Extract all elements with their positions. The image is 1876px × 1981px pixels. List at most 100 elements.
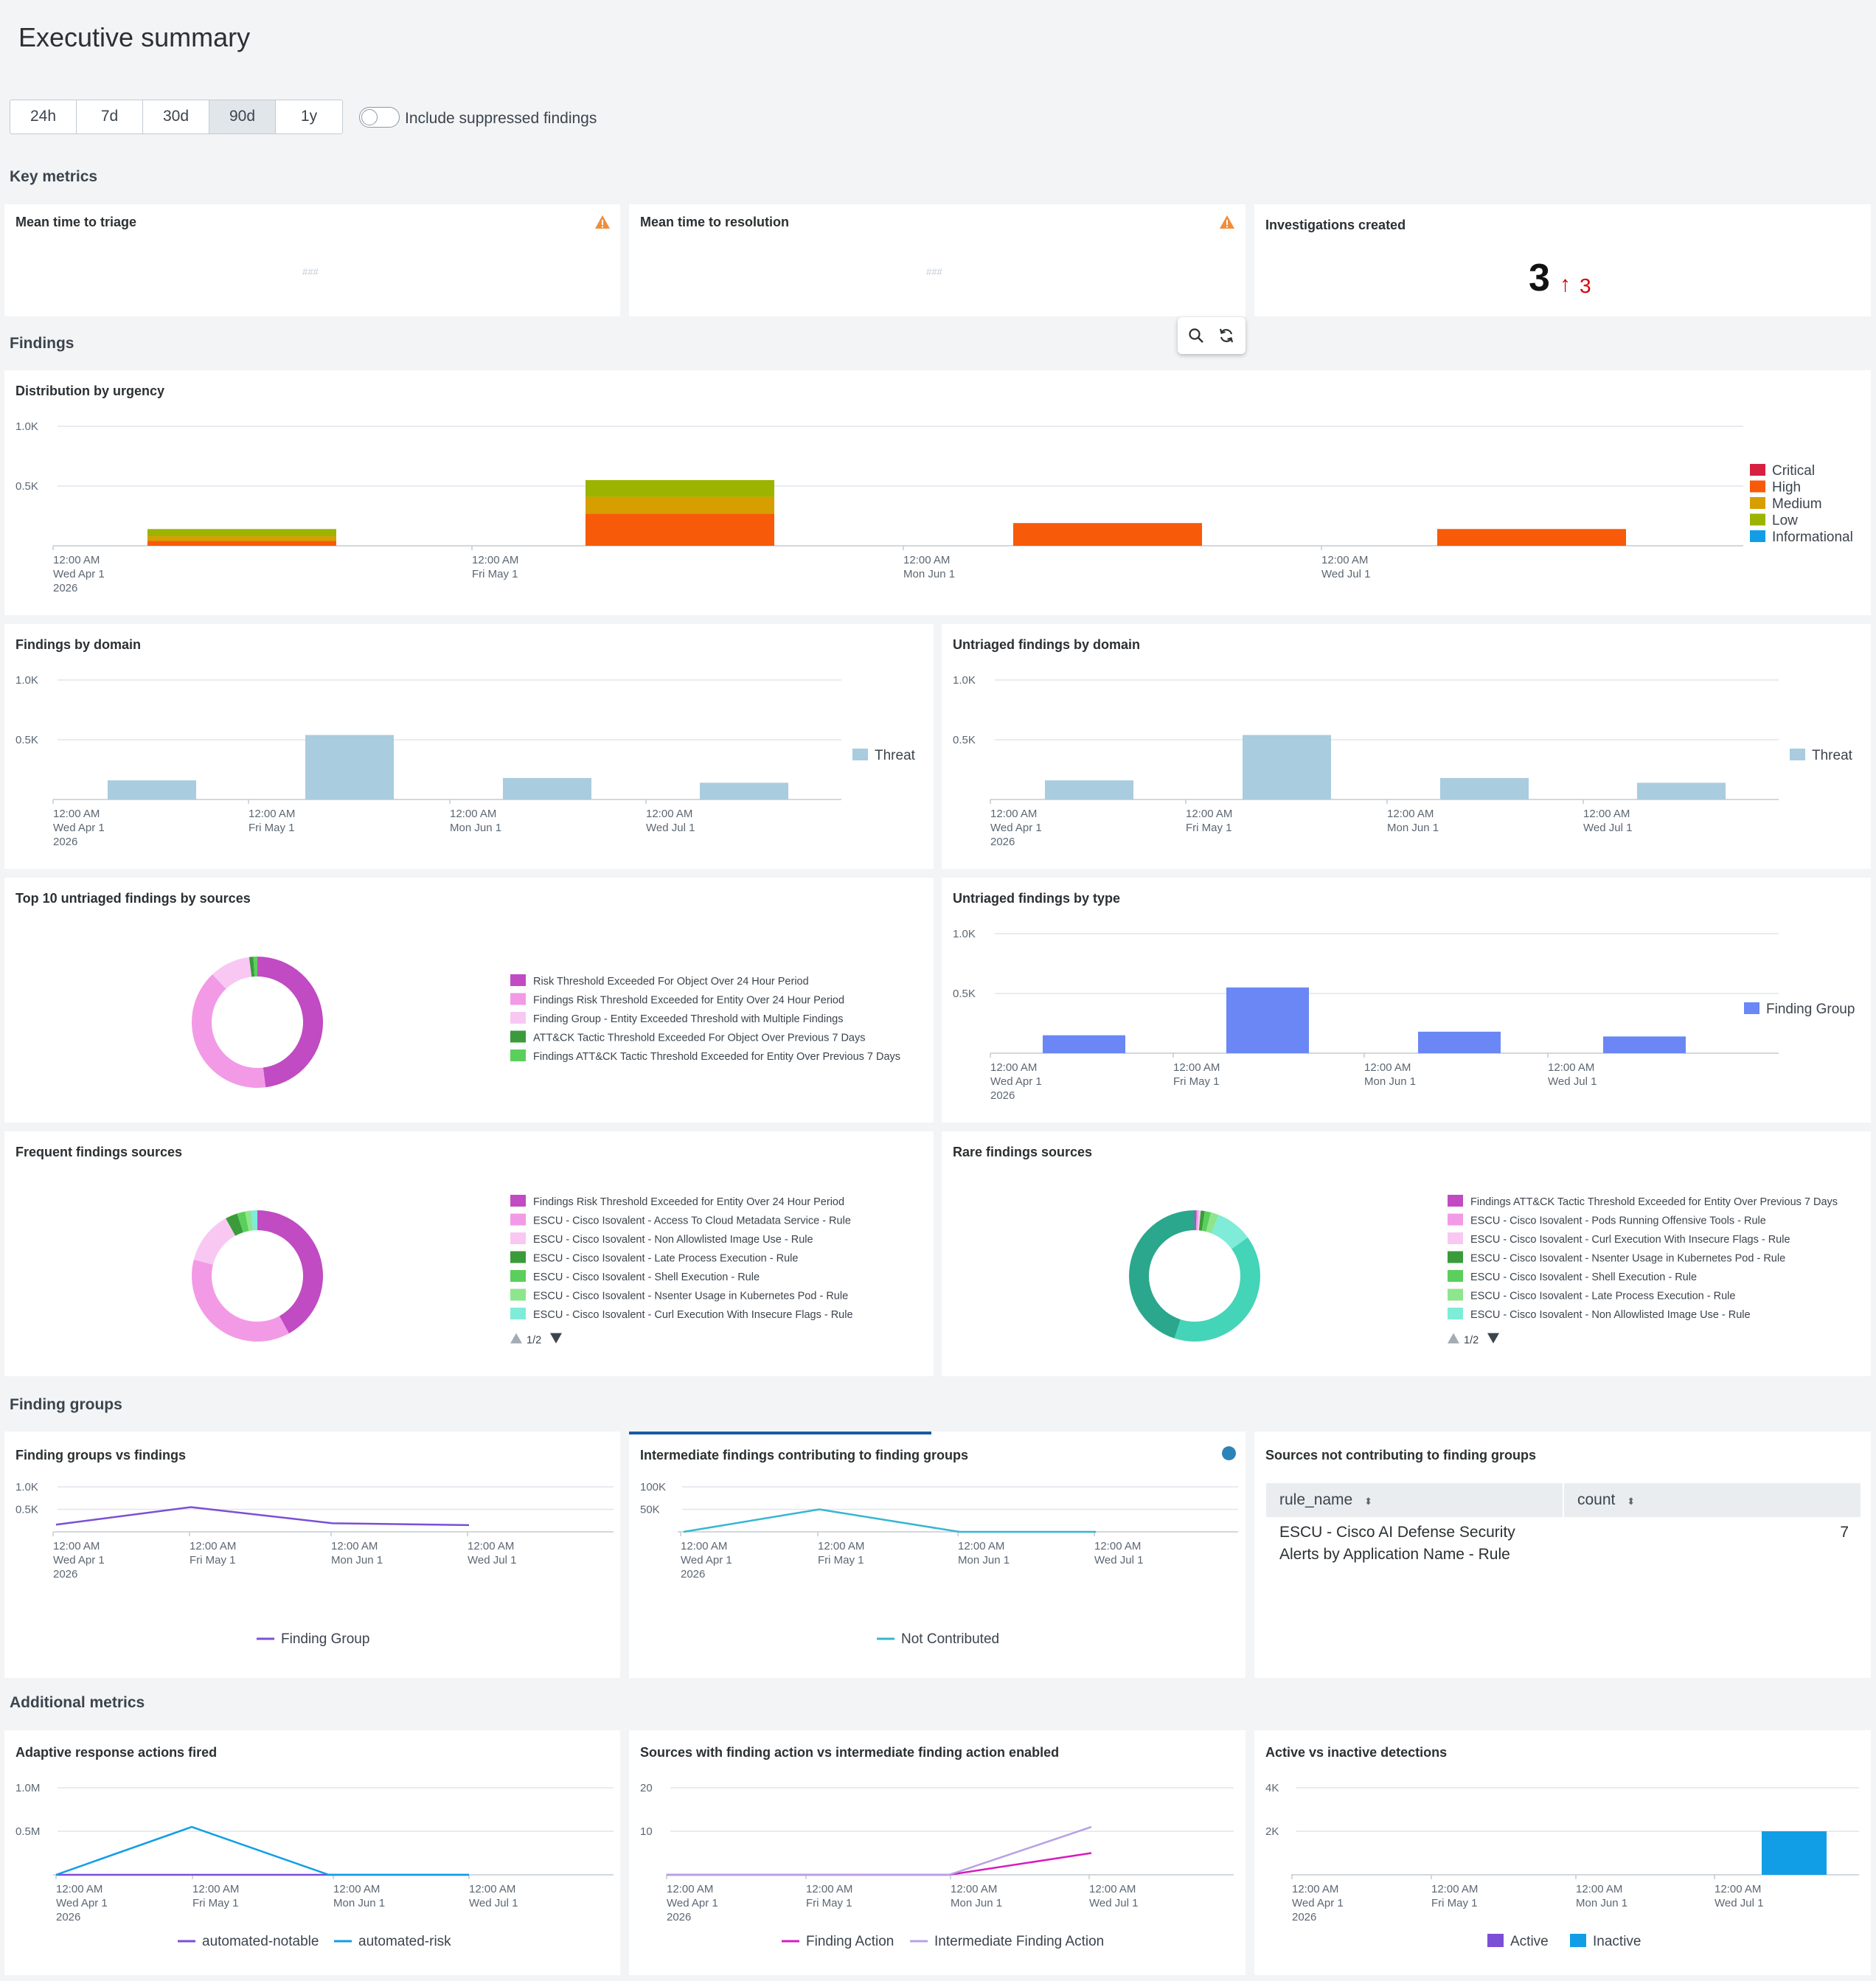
top10-sources-donut: Risk Threshold Exceeded For Object Over … (192, 957, 900, 1089)
range-24h-button[interactable]: 24h (10, 100, 77, 133)
legend-label: Low (1772, 513, 1798, 529)
pie-slice (212, 957, 252, 989)
investigations-delta: 3 (1580, 274, 1591, 297)
page-up-icon (1448, 1333, 1459, 1344)
x-tick-label: 12:00 AM (681, 1540, 727, 1552)
panel-adaptive-response-actions: Adaptive response actions fired 1.0M 0.5M… (4, 1730, 620, 1975)
table-row[interactable]: ESCU - Cisco AI Defense Security Alerts … (1266, 1524, 1861, 1571)
warning-icon[interactable] (594, 215, 611, 229)
sort-icon[interactable]: ⬍ (1627, 1496, 1636, 1507)
legend-label: ESCU - Cisco Isovalent - Nsenter Usage i… (1470, 1253, 1785, 1265)
legend-label: ESCU - Cisco Isovalent - Curl Execution … (533, 1309, 853, 1321)
panel-untriaged-findings-by-domain: Untriaged findings by domain 1.0K 0.5K 12:… (942, 624, 1871, 869)
legend-swatch (1448, 1213, 1463, 1226)
x-tick-label: Fri May 1 (818, 1554, 864, 1567)
x-tick-label: Wed Apr 1 (990, 822, 1042, 834)
x-tick-label: 12:00 AM (249, 808, 295, 820)
panel-top10-untriaged-by-sources: Top 10 untriaged findings by sources Ris… (4, 878, 934, 1123)
pie-slice (257, 1210, 324, 1333)
x-tick-label: 12:00 AM (806, 1883, 852, 1895)
panel-title: Findings by domain (15, 637, 141, 652)
y-tick-label: 1.0K (15, 1481, 38, 1493)
y-tick-label: 20 (640, 1782, 653, 1794)
x-tick-label: Wed Jul 1 (1089, 1897, 1138, 1909)
x-tick-label: Wed Jul 1 (1715, 1897, 1763, 1909)
bar (586, 479, 774, 497)
x-tick-label: Mon Jun 1 (903, 568, 955, 580)
legend-label: automated-notable (202, 1934, 319, 1949)
panel-sources-finding-action: Sources with finding action vs intermedi… (629, 1730, 1246, 1975)
panel-sources-not-contributing: Sources not contributing to finding grou… (1254, 1432, 1871, 1678)
search-icon[interactable] (1188, 327, 1204, 344)
sort-icon[interactable]: ⬍ (1364, 1496, 1372, 1507)
legend-label: ESCU - Cisco Isovalent - Shell Execution… (533, 1271, 760, 1283)
x-tick-label: Wed Jul 1 (469, 1897, 518, 1909)
panel-title: Finding groups vs findings (15, 1448, 186, 1463)
series-line (667, 1825, 1092, 1876)
range-90d-button[interactable]: 90d (209, 100, 276, 133)
legend-label: ESCU - Cisco Isovalent - Late Process Ex… (533, 1253, 798, 1265)
section-finding-groups: Finding groups (10, 1396, 122, 1413)
legend-swatch (852, 749, 868, 760)
x-tick-label: 12:00 AM (472, 554, 518, 566)
pie-slice (1201, 1211, 1212, 1232)
x-tick-label: 2026 (1292, 1911, 1316, 1923)
x-tick-label: Fri May 1 (1173, 1075, 1220, 1088)
y-tick-label: 1.0M (15, 1782, 40, 1794)
x-tick-label: Fri May 1 (249, 822, 295, 834)
x-tick-label: 12:00 AM (1094, 1540, 1141, 1552)
legend-swatch (510, 1050, 526, 1061)
panel-title: Mean time to triage (15, 215, 137, 229)
column-header-count[interactable]: count ⬍ (1564, 1483, 1861, 1517)
range-30d-button[interactable]: 30d (143, 100, 209, 133)
y-tick-label: 0.5K (953, 988, 976, 1000)
panel-untriaged-findings-by-type: Untriaged findings by type 1.0K 0.5K 12:00… (942, 878, 1871, 1123)
bar (1013, 523, 1202, 546)
legend-label: High (1772, 480, 1801, 496)
bar (1418, 1031, 1501, 1053)
bar (1437, 529, 1626, 546)
pie-slice (245, 1210, 254, 1232)
column-header-rule-name[interactable]: rule_name ⬍ (1266, 1483, 1563, 1517)
legend-label: automated-risk (358, 1934, 451, 1949)
x-tick-label: Fri May 1 (190, 1554, 236, 1567)
active-panel-indicator (629, 1432, 931, 1434)
legend-swatch (510, 1232, 526, 1244)
x-tick-label: Wed Jul 1 (1094, 1554, 1143, 1567)
page-up-icon (510, 1333, 522, 1344)
legend-swatch (1487, 1934, 1504, 1947)
page-down-icon (1487, 1333, 1499, 1344)
bar (147, 541, 336, 546)
legend-label: ESCU - Cisco Isovalent - Non Allowlisted… (1470, 1309, 1751, 1321)
bar (305, 735, 394, 799)
panel-title: Intermediate findings contributing to fi… (640, 1448, 968, 1463)
legend-label: Finding Group (1766, 1002, 1855, 1017)
y-tick-label: 0.5K (15, 1504, 38, 1516)
legend-label: Active (1510, 1934, 1549, 1949)
x-tick-label: 12:00 AM (958, 1540, 1004, 1552)
panel-title: Investigations created (1265, 218, 1406, 232)
x-tick-label: Wed Apr 1 (53, 568, 105, 580)
legend-swatch (1448, 1308, 1463, 1319)
panel-findings-by-domain: Findings by domain 1.0K 0.5K 12:00 AM Wed A… (4, 624, 934, 869)
legend-swatch (510, 1251, 526, 1263)
status-dot[interactable] (1222, 1446, 1236, 1460)
bar (1762, 1831, 1827, 1875)
legend-swatch (1448, 1232, 1463, 1244)
suppressed-toggle[interactable] (359, 107, 400, 128)
legend-label: Threat (1812, 748, 1853, 763)
range-1y-button[interactable]: 1y (276, 100, 342, 133)
range-7d-button[interactable]: 7d (77, 100, 143, 133)
legend-label: Medium (1772, 496, 1822, 512)
legend-label: ESCU - Cisco Isovalent - Late Process Ex… (1470, 1291, 1735, 1302)
refresh-icon[interactable] (1218, 327, 1234, 344)
x-tick-label: Wed Apr 1 (990, 1075, 1042, 1088)
panel-title: Sources with finding action vs intermedi… (640, 1745, 1060, 1760)
x-tick-label: Wed Apr 1 (667, 1897, 718, 1909)
x-tick-label: Fri May 1 (806, 1897, 852, 1909)
y-tick-label: 100K (640, 1481, 666, 1493)
investigations-delta-arrow: ↑ (1560, 272, 1571, 296)
warning-icon[interactable] (1219, 215, 1235, 229)
panel-distribution-by-urgency: Distribution by urgency 1.0K 0.5K 12:00 AM… (4, 370, 1871, 615)
